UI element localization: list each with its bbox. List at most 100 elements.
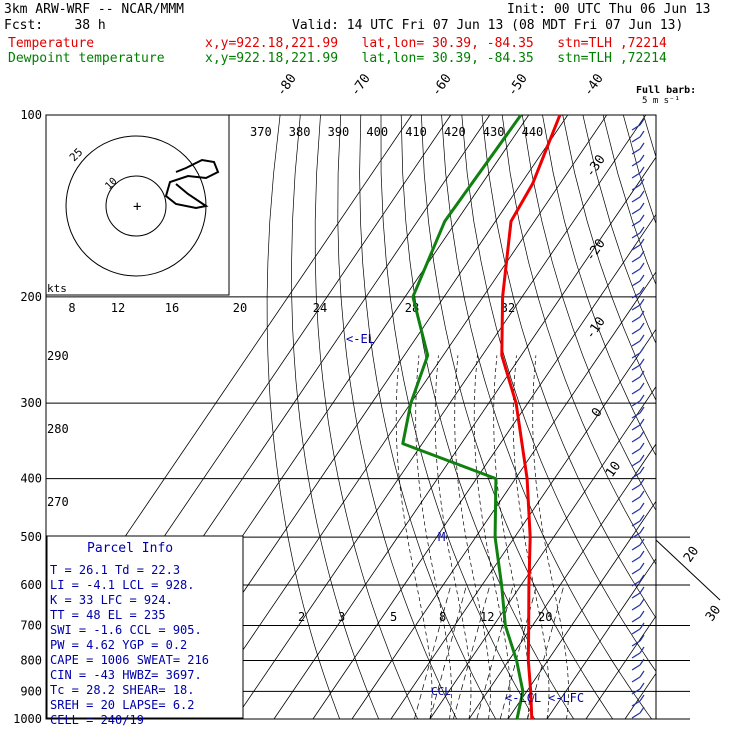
wind-barb bbox=[631, 304, 641, 311]
wind-barb bbox=[631, 484, 641, 491]
wind-barb bbox=[631, 532, 641, 539]
dewpoint-legend: Dewpoint temperature bbox=[8, 51, 165, 66]
isotherm bbox=[234, 115, 647, 719]
parcel-info-frame bbox=[46, 535, 244, 719]
wind-barb-feather bbox=[639, 682, 645, 690]
wind-barb-feather bbox=[639, 478, 645, 486]
theta-e-label: 430 bbox=[483, 125, 505, 139]
wind-barb-feather bbox=[639, 466, 645, 474]
wind-barb-feather bbox=[639, 394, 645, 402]
isotherm bbox=[195, 115, 608, 719]
wind-barb-feather bbox=[639, 694, 645, 702]
wind-barb bbox=[631, 664, 641, 671]
wind-barb-feather bbox=[639, 190, 645, 198]
wind-barb bbox=[631, 436, 641, 443]
dry-adiabat bbox=[441, 115, 652, 719]
isotherm bbox=[546, 557, 656, 719]
wind-barb-feather bbox=[639, 670, 645, 678]
wind-barb-feather bbox=[639, 646, 645, 654]
wind-barb bbox=[631, 568, 641, 575]
isotherm bbox=[507, 500, 656, 719]
wind-barb bbox=[631, 148, 641, 155]
wind-barb-feather bbox=[639, 286, 645, 294]
wind-barb-feather bbox=[639, 658, 645, 666]
pressure-label-200: 200 bbox=[20, 290, 42, 304]
wind-barb-feather bbox=[639, 178, 645, 186]
valid-time: Valid: 14 UTC Fri 07 Jun 13 (08 MDT Fri … bbox=[292, 18, 684, 33]
wind-barb bbox=[631, 136, 641, 143]
wind-barb bbox=[631, 712, 641, 719]
mixing-ratio-label: 8 bbox=[439, 610, 446, 624]
temperature-station-info: x,y=922.18,221.99 lat,lon= 30.39, -84.35… bbox=[205, 36, 667, 51]
isotherm-label-top: -40 bbox=[581, 71, 607, 99]
wind-barb-feather bbox=[639, 274, 645, 282]
parcel-info-row: CELL = 240/19 bbox=[50, 713, 144, 727]
ccl-annotation: CCL bbox=[431, 685, 451, 698]
wind-barb bbox=[631, 280, 641, 287]
dewpoint-profile bbox=[401, 114, 525, 720]
wind-barb-feather bbox=[639, 610, 645, 618]
wind-barb bbox=[631, 556, 641, 563]
dry-adiabat bbox=[380, 115, 536, 719]
theta-e-label: 420 bbox=[444, 125, 466, 139]
wind-barb bbox=[631, 220, 641, 227]
isotherm-label-right: -20 bbox=[583, 236, 609, 264]
wind-barb-feather bbox=[639, 346, 645, 354]
wind-barb bbox=[631, 196, 641, 203]
wind-barb-feather bbox=[639, 634, 645, 642]
theta-label: 290 bbox=[47, 349, 69, 363]
wind-barb bbox=[631, 412, 641, 419]
parcel-info-title: Parcel Info bbox=[87, 541, 173, 556]
forecast-hour: Fcst: 38 h bbox=[4, 18, 106, 33]
isotherm bbox=[429, 385, 656, 719]
hodograph-speed-label: 32 bbox=[501, 301, 515, 315]
wind-barb-feather bbox=[639, 322, 645, 330]
pressure-label-100: 100 bbox=[20, 108, 42, 122]
wind-barb-feather bbox=[639, 154, 645, 162]
wind-barb-feather bbox=[639, 454, 645, 462]
dry-adiabat bbox=[359, 115, 497, 719]
wind-barb bbox=[631, 676, 641, 683]
wind-barb bbox=[631, 400, 641, 407]
skew-axis-edge bbox=[655, 539, 721, 601]
theta-label: 270 bbox=[47, 495, 69, 509]
dry-adiabat bbox=[501, 115, 656, 565]
dry-adiabat bbox=[582, 115, 656, 345]
theta-e-label: 380 bbox=[289, 125, 311, 139]
hodograph-center: + bbox=[133, 199, 141, 215]
hodograph-units: kts bbox=[47, 282, 67, 295]
lfc-annotation: <-LFC bbox=[548, 691, 584, 705]
moist-adiabat bbox=[532, 355, 569, 719]
parcel-info-row: LI = -4.1 LCL = 928. bbox=[50, 578, 195, 592]
wind-barb-feather bbox=[639, 382, 645, 390]
barb-units: 5 m s⁻¹ bbox=[642, 96, 680, 106]
theta-label: 280 bbox=[47, 422, 69, 436]
wind-barb bbox=[631, 208, 641, 215]
pressure-label-300: 300 bbox=[20, 396, 42, 410]
wind-barb bbox=[631, 316, 641, 323]
isotherm bbox=[468, 443, 656, 719]
wind-barb-feather bbox=[639, 490, 645, 498]
wind-barb bbox=[631, 124, 641, 131]
wind-barb bbox=[631, 604, 641, 611]
dry-adiabat bbox=[461, 115, 656, 672]
isotherm-label-right: 30 bbox=[703, 603, 724, 624]
wind-barb-feather bbox=[639, 130, 645, 138]
mixing-ratio-line bbox=[476, 584, 514, 720]
moist-adiabat bbox=[434, 355, 472, 719]
hodograph-speed-label: 24 bbox=[313, 301, 327, 315]
model-title: 3km ARW-WRF -- NCAR/MMM bbox=[4, 2, 185, 17]
wind-barb-feather bbox=[639, 262, 645, 270]
parcel-info-row: Tc = 28.2 SHEAR= 18. bbox=[50, 683, 195, 697]
lcl-annotation: <-LCL bbox=[505, 691, 541, 705]
moist-adiabat bbox=[454, 355, 491, 719]
hodograph-speed-label: 12 bbox=[111, 301, 125, 315]
wind-barb bbox=[631, 184, 641, 191]
moist-adiabat bbox=[415, 355, 452, 719]
isotherm-label-right: -10 bbox=[583, 314, 609, 342]
wind-barb bbox=[631, 160, 641, 167]
wind-barb bbox=[631, 172, 641, 179]
wind-barb bbox=[631, 388, 641, 395]
wind-barb bbox=[631, 472, 641, 479]
dry-adiabat bbox=[643, 115, 656, 159]
